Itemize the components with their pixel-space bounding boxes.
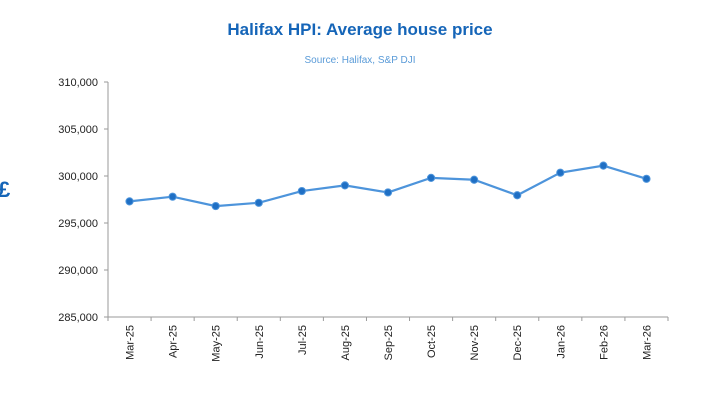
data-point: [642, 174, 651, 183]
x-tick-label: Jan-26: [555, 325, 567, 359]
series-group: [125, 161, 651, 211]
data-point: [125, 197, 134, 206]
y-tick-label: 300,000: [58, 171, 98, 183]
x-tick-label: Jun-25: [254, 325, 266, 359]
data-point: [254, 198, 263, 207]
data-point: [340, 181, 350, 190]
data-point: [168, 192, 177, 201]
x-tick-label: Mar-26: [641, 325, 653, 360]
data-point: [211, 201, 220, 211]
x-tick-label: Sep-25: [383, 325, 395, 360]
data-point: [556, 168, 565, 177]
data-point: [470, 175, 479, 184]
y-tick-label: 285,000: [58, 312, 98, 324]
y-tick-label: 290,000: [58, 265, 98, 277]
x-tick-label: Nov-25: [469, 325, 481, 360]
x-tick-label: Dec-25: [512, 325, 524, 360]
data-point: [383, 188, 393, 197]
y-tick-labels: 285,000 290,000 295,000 300,000 305,000 310,0…: [58, 77, 98, 324]
chart-title: Halifax HPI: Average house price: [227, 20, 493, 39]
series-line: [129, 164, 647, 208]
x-tick-label: May-25: [211, 325, 223, 362]
axes: [104, 81, 669, 321]
data-point: [297, 186, 306, 196]
y-tick-label: 295,000: [58, 218, 98, 230]
y-axis-label: £: [0, 177, 11, 202]
chart-subtitle: Source: Halifax, S&P DJI: [304, 55, 416, 66]
data-point: [599, 161, 608, 170]
x-tick-labels: Mar-25 Apr-25 May-25 Jun-25 Jul-25 Aug-25 Sep-…: [125, 325, 654, 362]
y-tick-label: 310,000: [58, 77, 98, 89]
y-tick-label: 305,000: [58, 124, 98, 136]
x-tick-label: Apr-25: [168, 325, 180, 358]
x-tick-label: Feb-26: [598, 325, 610, 360]
data-point: [426, 173, 436, 182]
x-tick-label: Mar-25: [125, 325, 137, 360]
data-point: [513, 191, 522, 200]
x-tick-label: Jul-25: [297, 325, 309, 355]
x-tick-label: Oct-25: [426, 325, 438, 358]
x-tick-label: Aug-25: [340, 325, 352, 360]
